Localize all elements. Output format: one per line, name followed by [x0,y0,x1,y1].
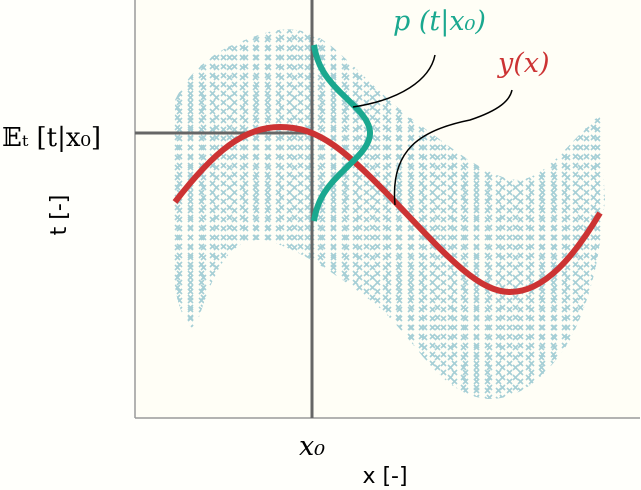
density-curve [311,44,374,222]
x-axis-label: x [-] [362,464,407,489]
x0-label: x₀ [299,431,325,462]
y-axis-label: t [-] [47,195,72,236]
mean-curve [172,123,603,296]
leader-line [393,89,513,206]
density-label: p (t|x₀) [393,6,486,37]
mean-label: y(x) [497,48,550,79]
expectation-label: 𝔼ₜ [t|x₀] [2,123,101,153]
leader-line [352,54,436,108]
